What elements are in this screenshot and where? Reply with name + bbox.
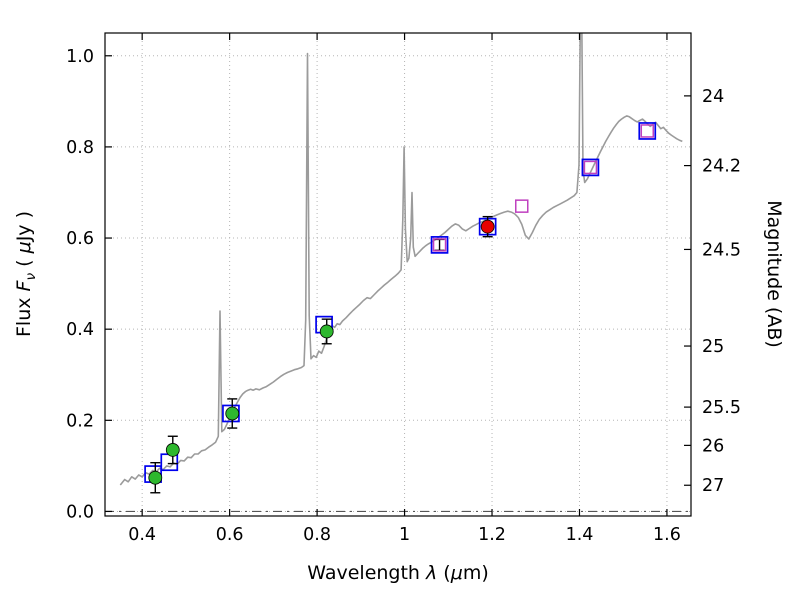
- y-tick-label: 0.6: [66, 229, 94, 249]
- x-axis-label: Wavelength λ (μm): [307, 562, 489, 584]
- x-tick-label: 1.6: [653, 525, 681, 545]
- x-tick-label: 0.6: [216, 525, 244, 545]
- x-axis-label-text: Wavelength: [307, 562, 427, 584]
- flux-subscript: ν: [22, 272, 39, 281]
- x-tick-label: 1.2: [478, 525, 506, 545]
- magnitude-tick-label: 24.2: [702, 157, 741, 177]
- y-axis-label-text: Flux: [13, 291, 36, 338]
- magnitude-tick-label: 24.5: [702, 240, 741, 260]
- y-tick-label: 0.8: [66, 138, 94, 158]
- marker-open-square: [581, 158, 600, 177]
- marker-open-square: [640, 124, 655, 138]
- y-tick-label: 1.0: [66, 47, 94, 67]
- marker-open-square: [432, 238, 447, 252]
- y-tick-label: 0.2: [66, 411, 94, 431]
- magnitude-tick-label: 25.5: [702, 398, 741, 418]
- marker-filled-circle: [480, 219, 495, 234]
- series-optical-observed: [148, 318, 334, 494]
- flux-symbol: F: [13, 280, 36, 292]
- axes-spines: [104, 32, 692, 517]
- series-ir-photometry: [432, 124, 655, 252]
- x-tick-label: 0.4: [128, 525, 156, 545]
- y-tick-label: 0.4: [66, 320, 94, 340]
- magnitude-tick-label: 27: [702, 476, 724, 496]
- x-tick-label: 1: [399, 525, 410, 545]
- marker-open-square: [515, 199, 529, 213]
- marker-open-square: [160, 453, 179, 472]
- series-nir-observed: [480, 215, 495, 238]
- x-tick-label: 0.8: [303, 525, 331, 545]
- y-tick-labels: 0.0 0.2 0.4 0.6 0.8 1.0: [66, 47, 94, 523]
- marker-filled-circle: [165, 443, 180, 457]
- right-axis-label: Magnitude (AB): [763, 200, 785, 348]
- lambda-symbol: λ: [426, 562, 438, 584]
- marker-filled-circle: [148, 470, 163, 485]
- magnitude-tick-label: 26: [702, 436, 724, 456]
- magnitude-tick-label: 25: [702, 337, 724, 357]
- x-tick-labels: 0.4 0.6 0.8 1 1.2 1.4 1.6: [128, 525, 681, 545]
- x-tick-label: 1.4: [566, 525, 594, 545]
- marker-open-square: [430, 236, 449, 254]
- series-spectrum: [119, 33, 683, 486]
- magnitude-tick-labels: 24 24.2 24.5 25 25.5 26 27: [702, 87, 741, 496]
- marker-open-square: [638, 122, 657, 140]
- marker-open-square: [583, 160, 598, 175]
- mu-symbol: μ: [450, 562, 463, 584]
- y-axis-label: Flux Fν ( μJy ): [13, 210, 39, 338]
- tick-marks: [105, 33, 691, 516]
- error-bar: [434, 238, 445, 252]
- y-tick-label: 0.0: [66, 502, 94, 522]
- mu-symbol: μ: [13, 241, 36, 254]
- marker-filled-circle: [319, 324, 334, 339]
- spectrum-line: [119, 33, 683, 486]
- magnitude-tick-label: 24: [702, 87, 724, 107]
- marker-filled-circle: [225, 406, 240, 421]
